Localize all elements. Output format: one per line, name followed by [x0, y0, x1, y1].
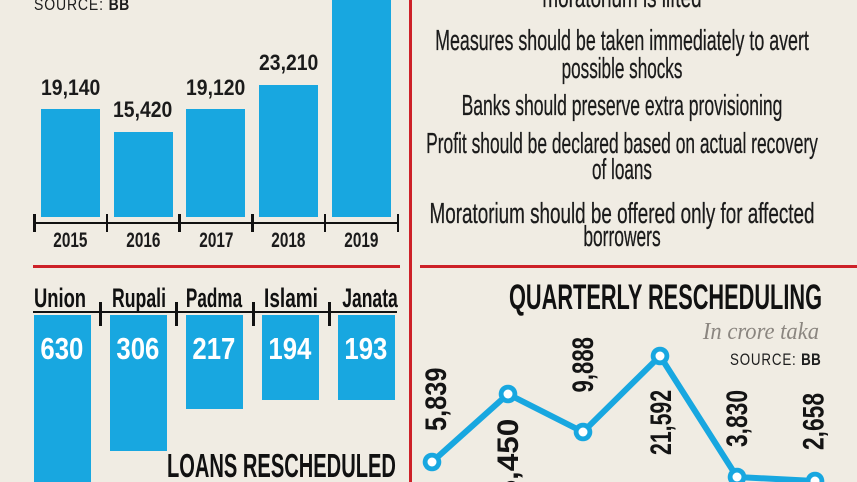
svg-text:5,839: 5,839 — [419, 368, 452, 431]
svg-text:15,450: 15,450 — [491, 419, 525, 482]
svg-text:21,592: 21,592 — [643, 390, 678, 455]
svg-text:3,830: 3,830 — [720, 390, 754, 447]
svg-text:9,888: 9,888 — [566, 337, 600, 393]
svg-text:2,658: 2,658 — [796, 393, 830, 450]
